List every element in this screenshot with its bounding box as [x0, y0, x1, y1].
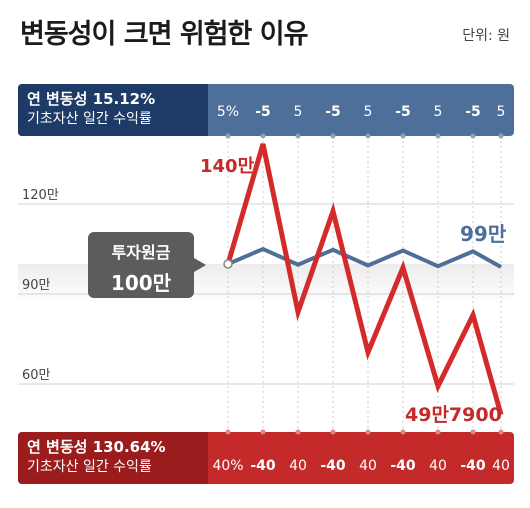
high-return-label: -40	[460, 458, 486, 474]
high-return-label: -40	[320, 458, 346, 474]
period-dot	[260, 133, 266, 139]
period-dot	[225, 429, 231, 435]
low-return-label: -5	[465, 104, 481, 120]
low-return-label: -5	[395, 104, 411, 120]
high-volatility-header: 연 변동성 130.64% 기초자산 일간 수익률	[18, 432, 208, 484]
low-return-label: 5%	[217, 104, 239, 120]
period-dot	[295, 133, 301, 139]
low-return-label: 5	[434, 104, 443, 120]
period-dot	[295, 429, 301, 435]
period-dot	[435, 133, 441, 139]
high-return-label: 40	[492, 458, 510, 474]
period-dot	[498, 133, 504, 139]
period-dot	[400, 429, 406, 435]
unit-label: 단위: 원	[462, 28, 510, 44]
period-dot	[470, 429, 476, 435]
high-volatility-band: 연 변동성 130.64% 기초자산 일간 수익률	[18, 432, 514, 484]
period-dot	[470, 133, 476, 139]
low-return-label: -5	[325, 104, 341, 120]
y-tick-labels: 60만 90만 120만	[22, 188, 59, 383]
low-return-label: 5	[364, 104, 373, 120]
low-return-label: 5	[294, 104, 303, 120]
low-volatility-subtitle: 기초자산 일간 수익률	[27, 111, 152, 127]
series-lines	[223, 143, 504, 416]
high-return-label: 40	[289, 458, 307, 474]
high-end-label: 49만7900	[405, 404, 502, 426]
period-dot	[330, 133, 336, 139]
period-dot	[225, 133, 231, 139]
high-return-label: 40%	[212, 458, 243, 474]
low-return-label: -5	[255, 104, 271, 120]
high-return-label: 40	[359, 458, 377, 474]
period-dot	[330, 429, 336, 435]
peak-label: 140만	[200, 156, 255, 177]
high-return-label: -40	[250, 458, 276, 474]
principal-callout: 투자원금 100만	[88, 232, 206, 298]
low-end-label: 99만	[460, 222, 507, 246]
period-dot	[498, 429, 504, 435]
high-volatility-subtitle: 기초자산 일간 수익률	[27, 459, 152, 475]
y-tick-label: 90만	[22, 278, 51, 293]
low-volatility-header: 연 변동성 15.12% 기초자산 일간 수익률	[18, 84, 208, 136]
high-return-label: 40	[429, 458, 447, 474]
period-dot	[365, 133, 371, 139]
low-volatility-band: 연 변동성 15.12% 기초자산 일간 수익률	[18, 84, 514, 136]
high-return-label: -40	[390, 458, 416, 474]
low-return-label: 5	[497, 104, 506, 120]
period-dot	[260, 429, 266, 435]
high-volatility-title: 연 변동성 130.64%	[27, 438, 166, 456]
principal-amount: 100만	[110, 271, 172, 295]
chart-title: 변동성이 크면 위험한 이유	[20, 19, 308, 50]
period-dot	[400, 133, 406, 139]
principal-title: 투자원금	[111, 243, 171, 262]
low-volatility-title: 연 변동성 15.12%	[27, 90, 156, 108]
start-point	[223, 259, 233, 269]
period-dot	[365, 429, 371, 435]
y-tick-label: 120만	[22, 188, 59, 203]
return-labels: 5% 40% -5 -40 5 40 -5 -40 5 40 -5 -40 5 40 -5 -40 5 40	[212, 104, 509, 474]
period-dot	[435, 429, 441, 435]
y-tick-label: 60만	[22, 368, 51, 383]
